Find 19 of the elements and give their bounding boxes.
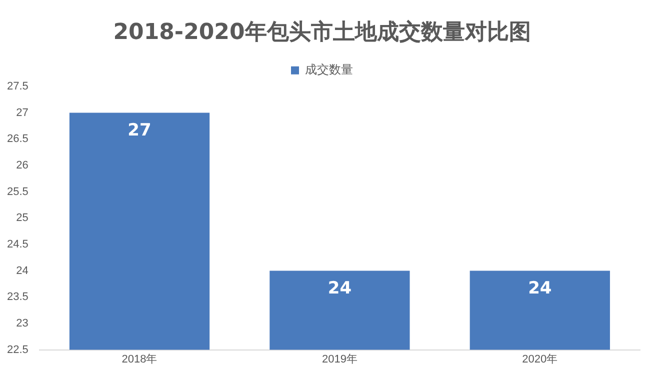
y-tick-label: 24.5 [6,238,28,250]
y-tick-label: 25 [16,212,28,224]
y-tick-label: 24 [16,264,28,277]
chart-title: 2018-2020年包头市土地成交数量对比图 [113,18,531,45]
legend-label: 成交数量 [305,62,353,77]
y-tick-label: 25.5 [6,186,28,198]
y-tick-label: 23 [16,317,28,330]
data-label: 27 [128,120,152,141]
y-tick-label: 22.5 [6,344,28,356]
data-label: 24 [328,278,352,299]
x-tick-label: 2019年 [322,353,358,366]
y-tick-label: 27.5 [6,80,28,92]
y-tick-label: 23.5 [6,291,28,304]
y-tick-label: 26 [16,159,28,172]
x-tick-label: 2020年 [522,353,558,366]
y-tick-label: 26.5 [6,133,28,146]
data-label: 24 [528,278,552,299]
x-tick-label: 2018年 [122,353,158,366]
y-tick-label: 27 [16,106,28,119]
